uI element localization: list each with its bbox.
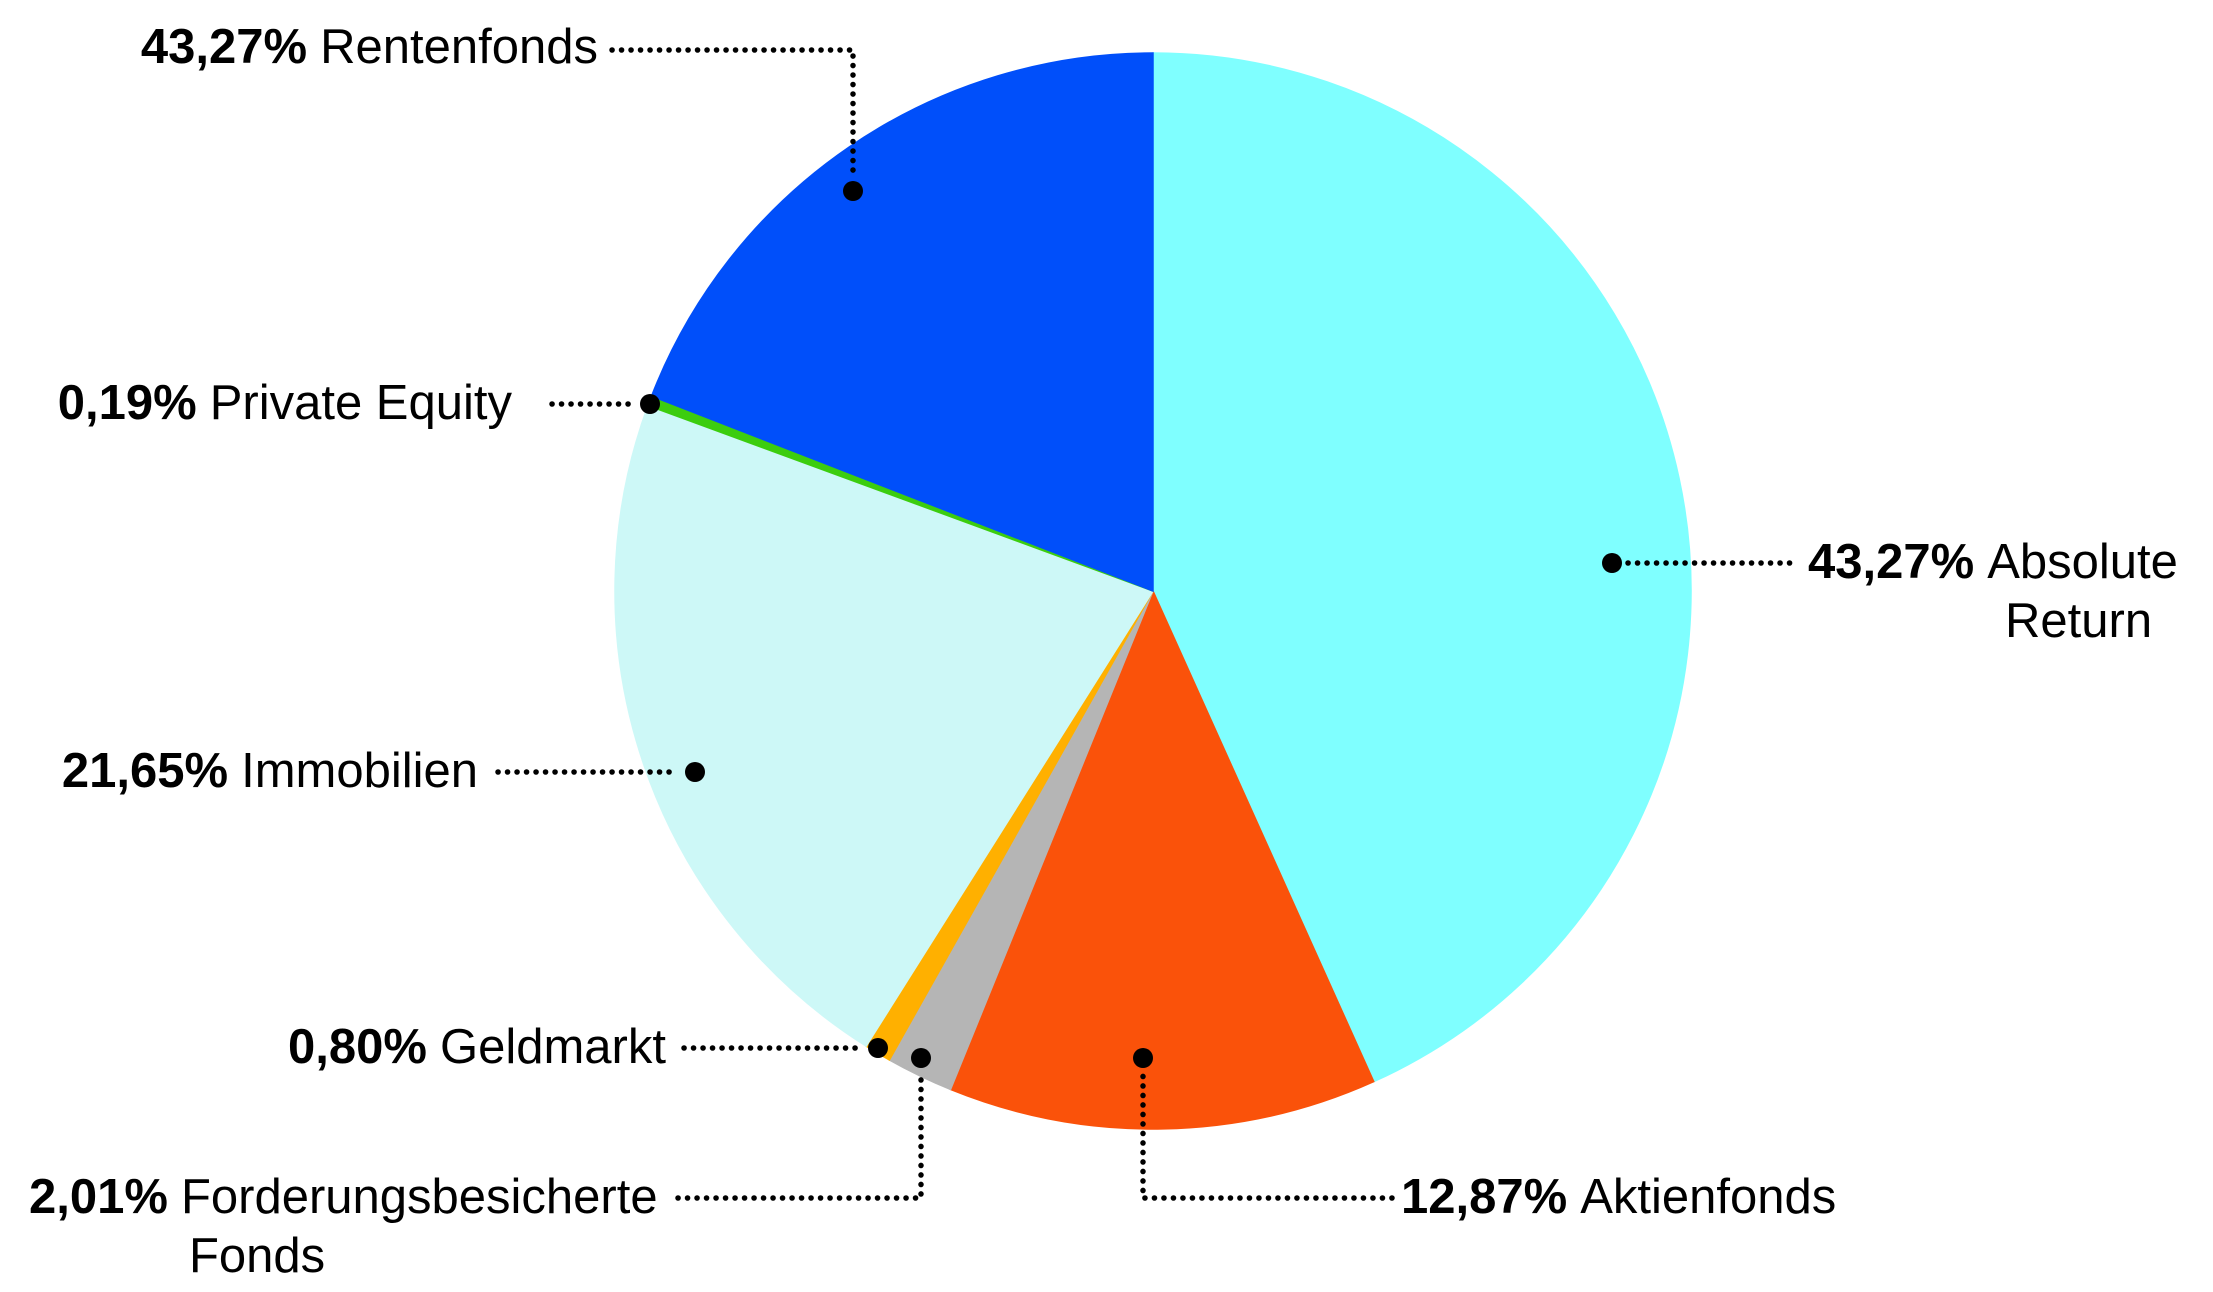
callout-label-private-equity: 0,19% Private Equity [58, 374, 512, 433]
leader-line-forderungsbesicherte-fonds [675, 1069, 924, 1201]
callout-label-line: 0,80% Geldmarkt [288, 1018, 666, 1077]
slice-name: Forderungsbesicherte [180, 1170, 658, 1224]
callout-label-line: 12,87% Aktienfonds [1401, 1168, 1836, 1227]
leader-line-rentenfonds [609, 47, 856, 180]
callout-label-line: 0,19% Private Equity [58, 374, 512, 433]
slice-marker-dot-aktienfonds [1133, 1048, 1153, 1068]
pie-slice-aktienfonds [949, 589, 1375, 1130]
callout-label-forderungsbesicherte-fonds: 2,01% Forderungsbesicherte Fonds [29, 1168, 658, 1286]
pie-slice-absolute-return [1152, 52, 1692, 1083]
callout-label-aktienfonds: 12,87% Aktienfonds [1401, 1168, 1836, 1227]
callout-label-line: 43,27% Rentenfonds [141, 18, 598, 77]
slice-marker-dot-absolute-return [1602, 553, 1622, 573]
callout-label-line: 21,65% Immobilien [62, 742, 478, 801]
slice-name: Absolute [1987, 535, 2178, 589]
slice-marker-dot-immobilien [685, 762, 705, 782]
slice-name: Geldmarkt [439, 1020, 666, 1074]
percent-value: 43,27% [140, 20, 308, 74]
slice-name: Immobilien [241, 744, 478, 798]
slice-marker-dot-forderungsbesicherte-fonds [911, 1048, 931, 1068]
callout-label-immobilien: 21,65% Immobilien [62, 742, 478, 801]
callout-label-line: Fonds [189, 1229, 326, 1283]
slice-marker-dot-geldmarkt [868, 1038, 888, 1058]
callout-label-line: 2,01% Forderungsbesicherte [29, 1168, 658, 1227]
slice-name: Rentenfonds [320, 20, 598, 74]
slice-name: Aktienfonds [1580, 1170, 1837, 1224]
percent-value: 0,19% [57, 376, 197, 430]
callout-label-line: 43,27% Absolute [1808, 533, 2178, 592]
slice-name: Private Equity [209, 376, 512, 430]
callout-label-line: Return [2005, 594, 2153, 648]
callout-label-rentenfonds: 43,27% Rentenfonds [141, 18, 598, 77]
percent-value: 43,27% [1808, 535, 1975, 589]
callout-label-geldmarkt: 0,80% Geldmarkt [288, 1018, 666, 1077]
slice-marker-dot-rentenfonds [843, 181, 863, 201]
callout-label-absolute-return: 43,27% Absolute Return [1808, 533, 2178, 651]
leader-line-aktienfonds [1140, 1069, 1395, 1201]
percent-value: 0,80% [288, 1020, 427, 1074]
slice-marker-dot-private-equity [640, 394, 660, 414]
percent-value: 2,01% [29, 1170, 168, 1224]
pie-slice-immobilien [614, 404, 1155, 1048]
percent-value: 21,65% [61, 744, 229, 798]
pie-slice-rentenfonds [650, 52, 1154, 593]
percent-value: 12,87% [1401, 1170, 1568, 1224]
